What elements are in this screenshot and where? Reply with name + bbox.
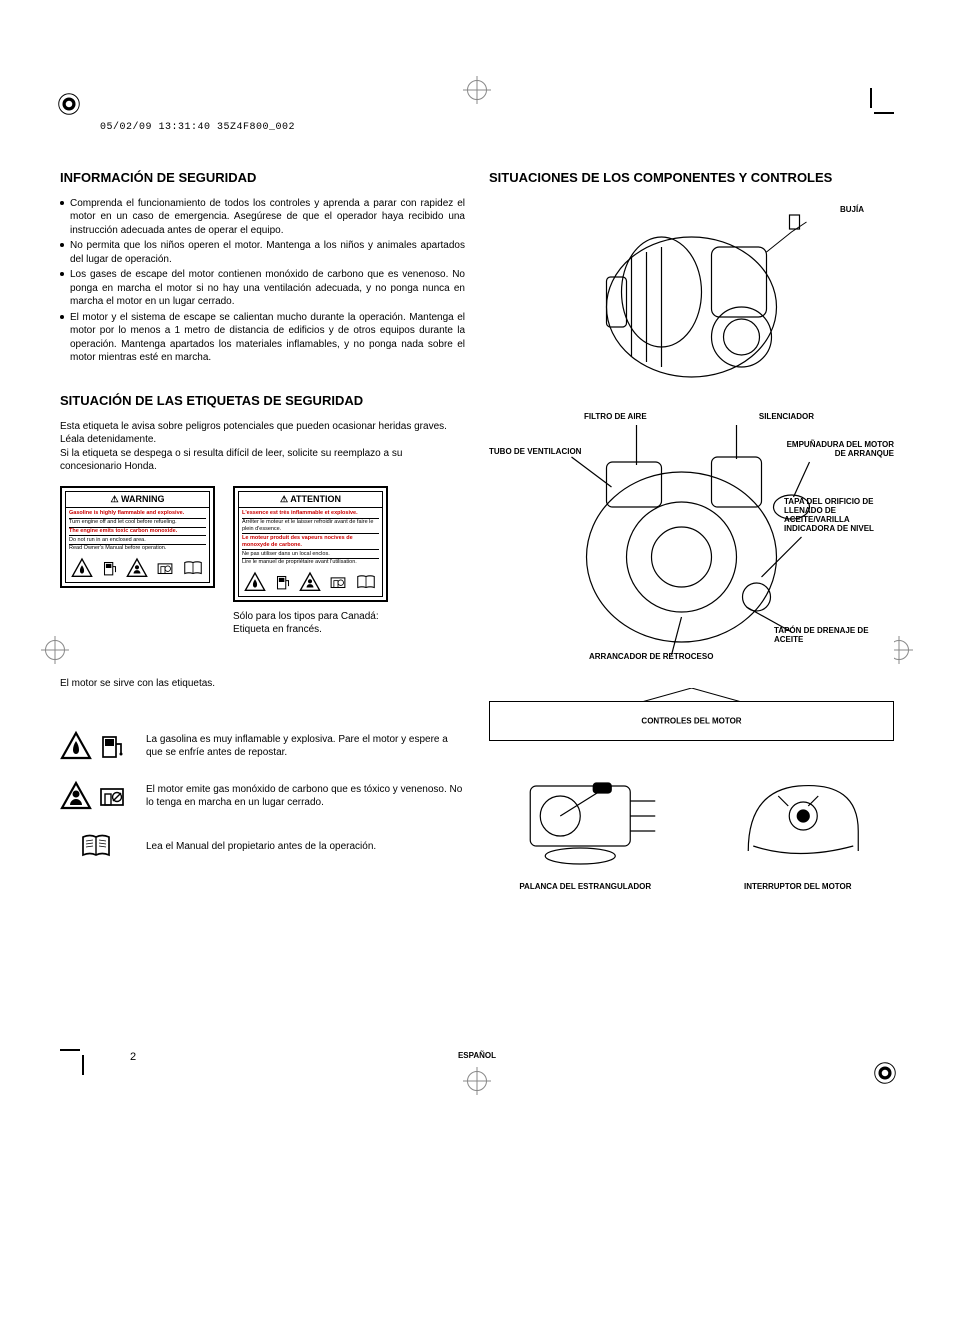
icon-description-row: Lea el Manual del propietario antes de l… — [60, 830, 465, 862]
engine-controls-label: CONTROLES DEL MOTOR — [641, 716, 741, 725]
fuel-pump-icon — [96, 730, 128, 762]
crop-mark — [874, 112, 894, 114]
callout-oil-cap: TAPA DEL ORIFICIO DE LLENADO DE ACEITE/V… — [784, 497, 894, 534]
page-footer: 2 ESPAÑOL — [60, 1051, 894, 1071]
labels-location-heading: SITUACIÓN DE LAS ETIQUETAS DE SEGURIDAD — [60, 393, 465, 410]
label-line: Le moteur produit des vapeurs nocives de… — [242, 534, 379, 550]
corner-densitometer-mark — [55, 90, 83, 118]
label-icon-row — [66, 554, 209, 582]
left-column: INFORMACIÓN DE SEGURIDAD Comprenda el fu… — [60, 170, 465, 891]
list-item: El motor y el sistema de escape se calie… — [60, 311, 465, 365]
fuel-pump-icon — [99, 557, 121, 579]
icon-description-row: La gasolina es muy inflamable y explosiv… — [60, 730, 465, 762]
attention-caption: Sólo para los tipos para Canadá: Etiquet… — [233, 610, 388, 637]
components-heading: SITUACIONES DE LOS COMPONENTES Y CONTROL… — [489, 170, 894, 187]
crop-mark — [870, 88, 872, 108]
list-item: Comprenda el funcionamiento de todos los… — [60, 197, 465, 238]
label-line: Ne pas utiliser dans un local enclos. — [242, 550, 379, 559]
served-with-labels-text: El motor se sirve con las etiquetas. — [60, 677, 465, 691]
attention-label-head: ⚠ ATTENTION — [239, 492, 382, 508]
icon-description: La gasolina es muy inflamable y explosiv… — [146, 733, 465, 760]
list-item: No permita que los niños operen el motor… — [60, 239, 465, 266]
toxic-warning-icon — [126, 557, 148, 579]
labels-intro: Esta etiqueta le avisa sobre peligros po… — [60, 420, 465, 447]
icon-description: Lea el Manual del propietario antes de l… — [146, 840, 465, 854]
label-line: Do not run in an enclosed area. — [69, 536, 206, 545]
label-line: Arrêter le moteur et le laisser refroidi… — [242, 519, 379, 535]
callout-muffler: SILENCIADOR — [759, 412, 814, 421]
enclosed-area-icon — [96, 780, 128, 812]
engine-controls-box: CONTROLES DEL MOTOR — [489, 701, 894, 741]
flame-warning-icon — [71, 557, 93, 579]
registration-mark — [45, 640, 65, 660]
labels-intro-2: Si la etiqueta se despega o si resulta d… — [60, 447, 465, 474]
toxic-warning-icon — [60, 780, 92, 812]
registration-mark — [467, 1071, 487, 1091]
label-line: Lire le manuel de propriétaire avant l'u… — [242, 559, 379, 566]
footer-language: ESPAÑOL — [458, 1051, 496, 1060]
registration-mark — [467, 80, 487, 100]
callout-air-filter: FILTRO DE AIRE — [584, 412, 647, 421]
fuel-pump-icon — [272, 571, 294, 593]
toxic-warning-icon — [299, 571, 321, 593]
flame-warning-icon — [60, 730, 92, 762]
label-line: The engine emits toxic carbon monoxide. — [69, 528, 206, 537]
choke-lever-diagram: PALANCA DEL ESTRANGULADOR — [489, 761, 682, 891]
icon-description: El motor emite gas monóxido de carbono q… — [146, 783, 465, 810]
warning-label-head: ⚠ WARNING — [66, 492, 209, 508]
engine-switch-diagram: INTERRUPTOR DEL MOTOR — [702, 761, 895, 891]
safety-info-heading: INFORMACIÓN DE SEGURIDAD — [60, 170, 465, 187]
warning-label-block: ⚠ WARNING Gasoline is highly flammable a… — [60, 486, 215, 637]
engine-switch-caption: INTERRUPTOR DEL MOTOR — [702, 882, 895, 891]
right-column: SITUACIONES DE LOS COMPONENTES Y CONTROL… — [489, 170, 894, 891]
callout-recoil-starter: ARRANCADOR DE RETROCESO — [589, 652, 713, 661]
choke-lever-caption: PALANCA DEL ESTRANGULADOR — [489, 882, 682, 891]
callout-drain-plug: TAPÓN DE DRENAJE DE ACEITE — [774, 626, 874, 644]
safety-bullet-list: Comprenda el funcionamiento de todos los… — [60, 197, 465, 365]
manual-icon — [76, 830, 116, 862]
page-number: 2 — [130, 1051, 136, 1063]
enclosed-area-icon — [327, 571, 349, 593]
callout-vent-tube: TUBO DE VENTILACION — [489, 447, 581, 456]
label-line: Gasoline is highly flammable and explosi… — [69, 510, 206, 519]
icon-description-row: El motor emite gas monóxido de carbono q… — [60, 780, 465, 812]
manual-icon — [182, 557, 204, 579]
attention-label-block: ⚠ ATTENTION L'essence est très inflammab… — [233, 486, 388, 637]
callout-starter-grip: EMPUÑADURA DEL MOTOR DE ARRANQUE — [784, 440, 894, 458]
label-icon-row — [239, 568, 382, 596]
manual-icon — [355, 571, 377, 593]
engine-diagram-top: BUJÍA — [489, 197, 894, 397]
flame-warning-icon — [244, 571, 266, 593]
label-line: Turn engine off and let cool before refu… — [69, 519, 206, 528]
print-timestamp: 05/02/09 13:31:40 35Z4F800_002 — [100, 122, 295, 133]
label-line: Read Owner's Manual before operation. — [69, 545, 206, 552]
enclosed-area-icon — [154, 557, 176, 579]
label-line: L'essence est très inflammable et explos… — [242, 510, 379, 519]
callout-spark-plug: BUJÍA — [840, 205, 864, 214]
engine-diagram-labeled: FILTRO DE AIRE SILENCIADOR TUBO DE VENTI… — [489, 407, 894, 687]
list-item: Los gases de escape del motor contienen … — [60, 268, 465, 309]
